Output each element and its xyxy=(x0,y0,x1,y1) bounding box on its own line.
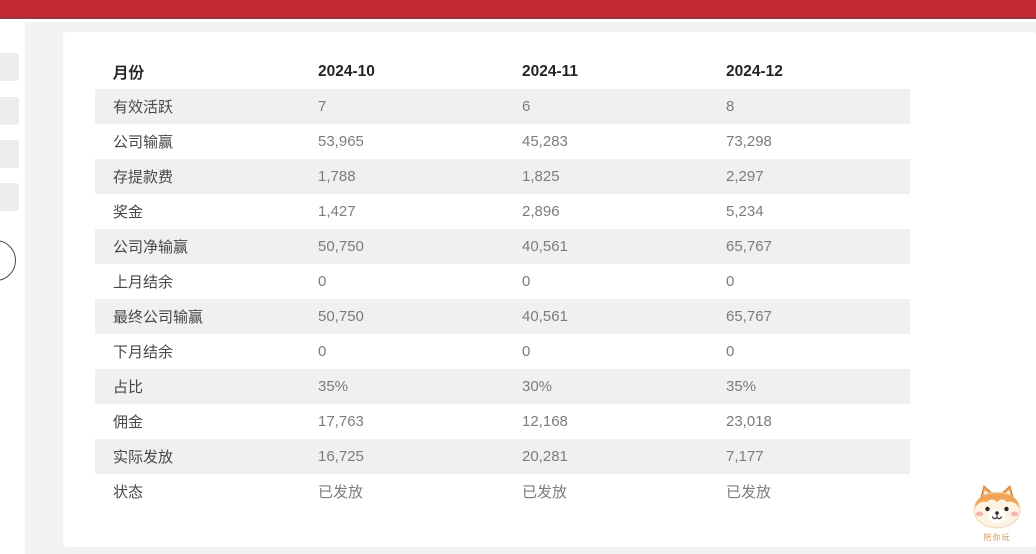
cell-value: 6 xyxy=(522,98,531,115)
top-navbar xyxy=(0,0,1036,19)
cell-value: 0 xyxy=(522,343,531,360)
row-label: 最终公司输赢 xyxy=(113,309,204,326)
rail-menu-item-fragment[interactable] xyxy=(0,140,19,168)
cell-value: 0 xyxy=(318,343,327,360)
cell-value: 50,750 xyxy=(318,308,364,325)
cell-value: 53,965 xyxy=(318,133,364,150)
shiba-dog-icon xyxy=(973,485,1021,529)
cell-value: 已发放 xyxy=(726,484,772,501)
cell-value: 40,561 xyxy=(522,238,568,255)
cell-value: 1,825 xyxy=(522,168,560,185)
cell-value: 已发放 xyxy=(522,484,568,501)
cell-value: 2,297 xyxy=(726,168,764,185)
cell-value: 8 xyxy=(726,98,735,115)
cell-value: 16,725 xyxy=(318,448,364,465)
row-label: 下月结余 xyxy=(113,344,174,361)
table-row: 实际发放 16,725 20,281 7,177 xyxy=(95,439,910,474)
row-label: 上月结余 xyxy=(113,274,174,291)
cell-value: 1,788 xyxy=(318,168,356,185)
table-header-row: 月份 2024-10 2024-11 2024-12 xyxy=(95,55,910,89)
row-label: 奖金 xyxy=(113,204,144,221)
table-row: 公司输赢 53,965 45,283 73,298 xyxy=(95,124,910,159)
cell-value: 12,168 xyxy=(522,413,568,430)
row-label: 公司输赢 xyxy=(113,134,174,151)
row-label: 实际发放 xyxy=(113,449,174,466)
row-label: 存提款费 xyxy=(113,169,174,186)
cell-value: 2,896 xyxy=(522,203,560,220)
row-label: 公司净输赢 xyxy=(113,239,189,256)
cell-value: 0 xyxy=(318,273,327,290)
column-header: 月份 xyxy=(113,65,145,82)
table-row: 公司净输赢 50,750 40,561 65,767 xyxy=(95,229,910,264)
left-rail xyxy=(0,22,25,554)
cell-value: 65,767 xyxy=(726,238,772,255)
column-header: 2024-11 xyxy=(522,63,579,80)
row-label: 佣金 xyxy=(113,414,144,431)
rail-menu-item-fragment[interactable] xyxy=(0,53,19,81)
table-body: 有效活跃 7 6 8 公司输赢 53,965 45,283 73,298 存提款费 1,788 1,… xyxy=(95,89,910,509)
rail-menu-item-fragment[interactable] xyxy=(0,183,19,211)
cell-value: 35% xyxy=(726,378,757,395)
cell-value: 17,763 xyxy=(318,413,364,430)
table-row: 有效活跃 7 6 8 xyxy=(95,89,910,124)
cell-value: 0 xyxy=(726,343,735,360)
column-header: 2024-12 xyxy=(726,63,783,80)
table-row: 状态 已发放 已发放 已发放 xyxy=(95,474,910,509)
table-row: 最终公司输赢 50,750 40,561 65,767 xyxy=(95,299,910,334)
column-header: 2024-10 xyxy=(318,63,375,80)
table-row: 下月结余 0 0 0 xyxy=(95,334,910,369)
mascot-caption: 陪你玩 xyxy=(983,533,1011,542)
report-card: 月份 2024-10 2024-11 2024-12 有效活跃 7 6 8 公司输赢 53,96… xyxy=(63,32,1036,547)
cell-value: 20,281 xyxy=(522,448,568,465)
cell-value: 73,298 xyxy=(726,133,772,150)
row-label: 有效活跃 xyxy=(113,99,174,116)
row-label: 占比 xyxy=(113,379,144,396)
shiba-mascot[interactable]: 陪你玩 xyxy=(971,483,1023,542)
table-row: 占比 35% 30% 35% xyxy=(95,369,910,404)
row-label: 状态 xyxy=(113,484,144,501)
cell-value: 7,177 xyxy=(726,448,764,465)
monthly-report-table: 月份 2024-10 2024-11 2024-12 有效活跃 7 6 8 公司输赢 53,96… xyxy=(95,55,910,509)
cell-value: 45,283 xyxy=(522,133,568,150)
rail-menu-item-fragment[interactable] xyxy=(0,97,19,125)
cell-value: 7 xyxy=(318,98,327,115)
cell-value: 0 xyxy=(726,273,735,290)
cell-value: 65,767 xyxy=(726,308,772,325)
cell-value: 0 xyxy=(522,273,531,290)
table-row: 佣金 17,763 12,168 23,018 xyxy=(95,404,910,439)
cell-value: 30% xyxy=(522,378,553,395)
cell-value: 5,234 xyxy=(726,203,764,220)
table-row: 奖金 1,427 2,896 5,234 xyxy=(95,194,910,229)
table-row: 存提款费 1,788 1,825 2,297 xyxy=(95,159,910,194)
cell-value: 已发放 xyxy=(318,484,364,501)
rail-toggle-button[interactable] xyxy=(0,240,16,281)
cell-value: 1,427 xyxy=(318,203,356,220)
table-row: 上月结余 0 0 0 xyxy=(95,264,910,299)
cell-value: 50,750 xyxy=(318,238,364,255)
cell-value: 40,561 xyxy=(522,308,568,325)
cell-value: 23,018 xyxy=(726,413,772,430)
cell-value: 35% xyxy=(318,378,349,395)
